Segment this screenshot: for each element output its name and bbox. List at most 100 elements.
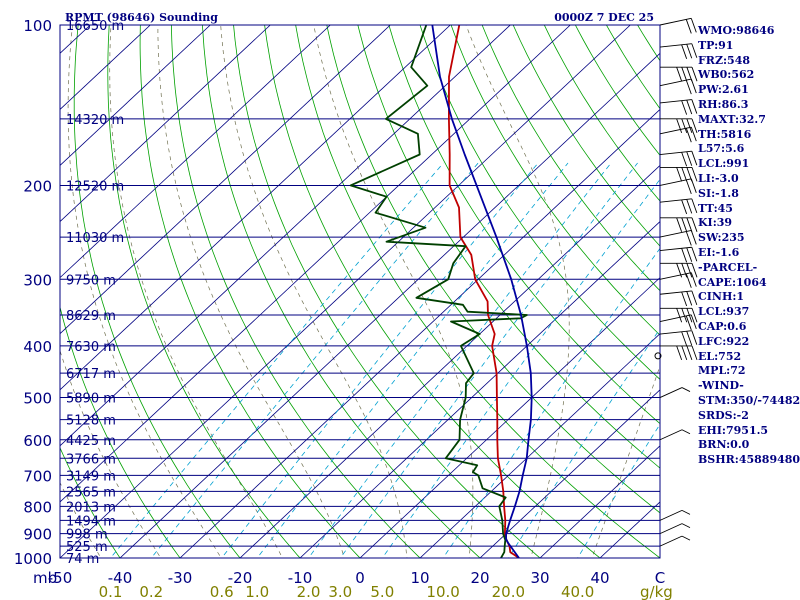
moist-adiabat-line	[60, 349, 162, 558]
sounding-index-item: SRDS:-2	[698, 408, 749, 422]
temperature-tick-label: 30	[530, 569, 549, 587]
height-level-label: 3149 m	[66, 469, 116, 484]
wind-barb	[659, 314, 697, 331]
isotherm-line	[239, 164, 660, 558]
height-level-label: 8629 m	[66, 309, 116, 324]
height-level-label: 7630 m	[66, 340, 116, 355]
mixing-ratio-line	[507, 328, 660, 558]
isotherm-line	[479, 389, 660, 558]
temperature-tick-label: 0	[355, 569, 365, 587]
mixing-ratio-line	[221, 162, 539, 558]
wind-barb	[659, 230, 697, 246]
wind-barb	[659, 330, 698, 346]
pressure-tick-label: 700	[23, 467, 52, 485]
isotherm-line	[119, 52, 660, 558]
dry-adiabat-line	[60, 446, 121, 558]
sounding-index-item: PW:2.61	[698, 83, 749, 97]
wind-barb	[659, 99, 698, 115]
wind-barb	[659, 150, 698, 167]
dry-adiabat-line	[139, 25, 361, 558]
isotherm-line	[60, 25, 271, 223]
sounding-index-item: RH:86.3	[698, 98, 749, 111]
sounding-index-item: CAPE:1064	[698, 275, 767, 289]
pressure-tick-label: 100	[23, 17, 52, 35]
dry-adiabat-line	[107, 25, 301, 558]
isotherm-line	[60, 25, 571, 503]
height-level-label: 9750 m	[66, 273, 116, 288]
wind-barb	[659, 17, 697, 34]
profile-lines	[349, 25, 533, 558]
sounding-index-item: LCL:937	[698, 305, 750, 319]
wind-barb	[659, 178, 697, 195]
pressure-tick-label: 300	[23, 271, 52, 289]
mixing-ratio-label: 3.0	[328, 583, 352, 600]
height-level-label: 998 m	[66, 528, 108, 543]
dry-adiabat-line	[326, 25, 660, 514]
sounding-index-item: SI:-1.8	[698, 186, 739, 200]
sounding-index-item: TT:45	[698, 201, 733, 215]
dry-adiabat-line	[73, 25, 241, 558]
moist-adiabat-line	[591, 364, 660, 558]
sounding-index-item: TP:91	[698, 38, 734, 52]
height-level-label: 6717 m	[66, 367, 116, 382]
mixing-ratio-line	[308, 162, 612, 558]
temperature-tick-label: -10	[288, 569, 313, 587]
pressure-tick-label: 1000	[14, 550, 52, 568]
isotherm-line	[60, 25, 331, 279]
dry-adiabat-line	[233, 25, 541, 558]
height-level-label: 2565 m	[66, 485, 116, 500]
sounding-index-item: WMO:98646	[698, 24, 775, 37]
dry-adiabat-line	[388, 25, 660, 425]
mixing-ratio-line	[150, 162, 479, 558]
sounding-index-item: BRN:0.0	[698, 438, 750, 452]
wind-barb	[660, 166, 698, 182]
sounding-index-item: CAP:0.6	[698, 320, 747, 333]
moist-adiabat-line	[157, 25, 345, 558]
temperature-tick-label: -30	[168, 569, 193, 587]
wind-barb	[659, 290, 698, 307]
wind-barb	[659, 272, 697, 288]
sounding-index-item: CINH:1	[698, 290, 745, 304]
dry-adiabat-line	[574, 25, 660, 156]
dry-adiabat-line	[481, 25, 660, 292]
calm-wind-marker	[654, 352, 662, 360]
isotherm-line	[419, 333, 660, 558]
mixing-ratio-line	[109, 162, 444, 558]
profile-series	[349, 25, 528, 558]
pressure-tick-label: 400	[23, 338, 52, 356]
isotherm-line	[359, 277, 660, 558]
sounding-index-item: -WIND-	[698, 379, 744, 393]
sounding-index-item: SW:235	[698, 231, 745, 245]
temperature-tick-label: -50	[48, 569, 73, 587]
wind-barb	[660, 217, 698, 232]
sounding-index-item: KI:39	[698, 216, 733, 230]
wind-barb	[659, 535, 691, 547]
mixing-ratio-label: 0.6	[210, 583, 234, 600]
pressure-unit-label: mb	[33, 569, 57, 587]
plot-frame	[59, 24, 661, 559]
dry-adiabat-line	[512, 25, 660, 247]
isotherm-line	[539, 445, 660, 558]
wind-barb	[659, 198, 698, 215]
dry-adiabat-line	[543, 25, 660, 202]
isotherm-line	[60, 25, 511, 447]
sounding-index-item: FRZ:548	[698, 53, 751, 67]
temperature-tick-label: C	[655, 569, 665, 587]
moist-adiabat-line	[109, 25, 283, 558]
sounding-index-item: LI:-3.0	[698, 172, 739, 185]
mixing-ratio-line	[256, 162, 569, 558]
wind-barb	[659, 523, 691, 535]
dry-adiabat-line	[295, 25, 660, 558]
mixing-ratio-label: 10.0	[426, 583, 459, 600]
sounding-index-item: -PARCEL-	[698, 260, 758, 274]
temperature-tick-label: 40	[590, 569, 609, 587]
moist-adiabat-line	[313, 25, 474, 558]
height-level-label: 14320 m	[66, 113, 124, 128]
dry-adiabat-line	[450, 25, 660, 336]
sounding-index-item: BSHR:458894802947	[698, 453, 800, 467]
wind-barb	[660, 345, 698, 361]
mixing-ratio-label: 40.0	[561, 583, 594, 600]
isotherm-line	[60, 25, 451, 391]
